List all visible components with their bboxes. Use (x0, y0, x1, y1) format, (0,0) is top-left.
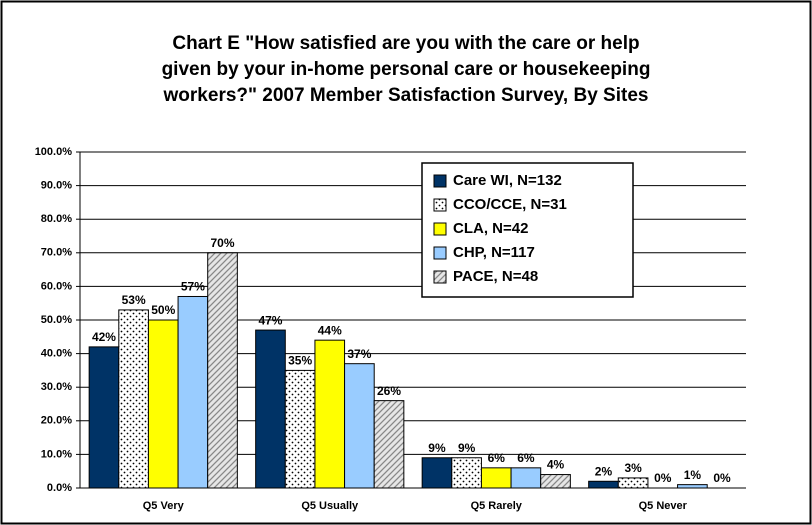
value-label: 4% (547, 458, 565, 472)
legend-swatch (433, 246, 447, 260)
y-tick-label: 40.0% (41, 348, 72, 360)
value-label: 0% (654, 471, 672, 485)
y-tick-label: 70.0% (41, 247, 72, 259)
value-label: 2% (595, 464, 613, 478)
bar (88, 346, 120, 489)
y-tick-label: 30.0% (41, 381, 72, 393)
bar (588, 480, 619, 489)
legend-label: Care WI, N=132 (453, 172, 562, 189)
x-tick-label: Q5 Never (639, 500, 688, 512)
legend-swatch (433, 270, 447, 284)
bar (480, 467, 512, 489)
legend-label: CLA, N=42 (453, 220, 528, 237)
value-label: 26% (377, 384, 401, 398)
bar (451, 457, 482, 489)
legend-label: PACE, N=48 (453, 268, 538, 285)
value-label: 70% (211, 236, 235, 250)
chart-title: given by your in-home personal care or h… (162, 59, 651, 80)
bar (207, 252, 238, 489)
bar (118, 309, 149, 489)
value-label: 47% (258, 313, 282, 327)
value-label: 6% (488, 451, 506, 465)
legend-swatch (433, 174, 447, 188)
bar (284, 369, 316, 489)
value-label: 37% (347, 347, 371, 361)
value-label: 0% (713, 471, 731, 485)
x-tick-label: Q5 Usually (301, 500, 359, 512)
legend-label: CHP, N=117 (453, 244, 535, 261)
value-label: 1% (684, 468, 702, 482)
y-tick-label: 10.0% (41, 448, 72, 460)
y-tick-label: 50.0% (41, 314, 72, 326)
legend-label: CCO/CCE, N=31 (453, 196, 567, 213)
y-tick-label: 100.0% (35, 146, 73, 158)
legend (421, 162, 634, 298)
value-label: 57% (181, 280, 205, 294)
chart-title: Chart E "How satisfied are you with the … (172, 33, 639, 54)
bar (677, 484, 708, 489)
bar (421, 457, 453, 489)
legend-swatch (433, 222, 447, 236)
value-label: 53% (122, 293, 146, 307)
value-label: 3% (624, 461, 642, 475)
value-label: 50% (151, 303, 175, 317)
y-tick-label: 20.0% (41, 415, 72, 427)
bar (147, 319, 179, 489)
bar (510, 467, 542, 489)
y-tick-label: 0.0% (47, 482, 72, 494)
bar (314, 339, 346, 489)
bar (344, 363, 375, 489)
y-tick-label: 80.0% (41, 213, 72, 225)
bar (255, 329, 286, 489)
bar (177, 295, 209, 489)
bar (373, 400, 405, 489)
value-label: 35% (288, 354, 312, 368)
value-label: 6% (517, 451, 535, 465)
value-label: 9% (458, 441, 476, 455)
x-tick-label: Q5 Rarely (471, 500, 523, 512)
value-label: 44% (318, 323, 342, 337)
y-tick-label: 90.0% (41, 180, 72, 192)
bar (617, 477, 649, 489)
legend-swatch (433, 198, 447, 212)
chart-title: workers?" 2007 Member Satisfaction Surve… (163, 85, 649, 106)
value-label: 9% (428, 441, 446, 455)
bar (540, 474, 571, 489)
x-tick-label: Q5 Very (143, 500, 185, 512)
value-label: 42% (92, 330, 116, 344)
y-tick-label: 60.0% (41, 280, 72, 292)
